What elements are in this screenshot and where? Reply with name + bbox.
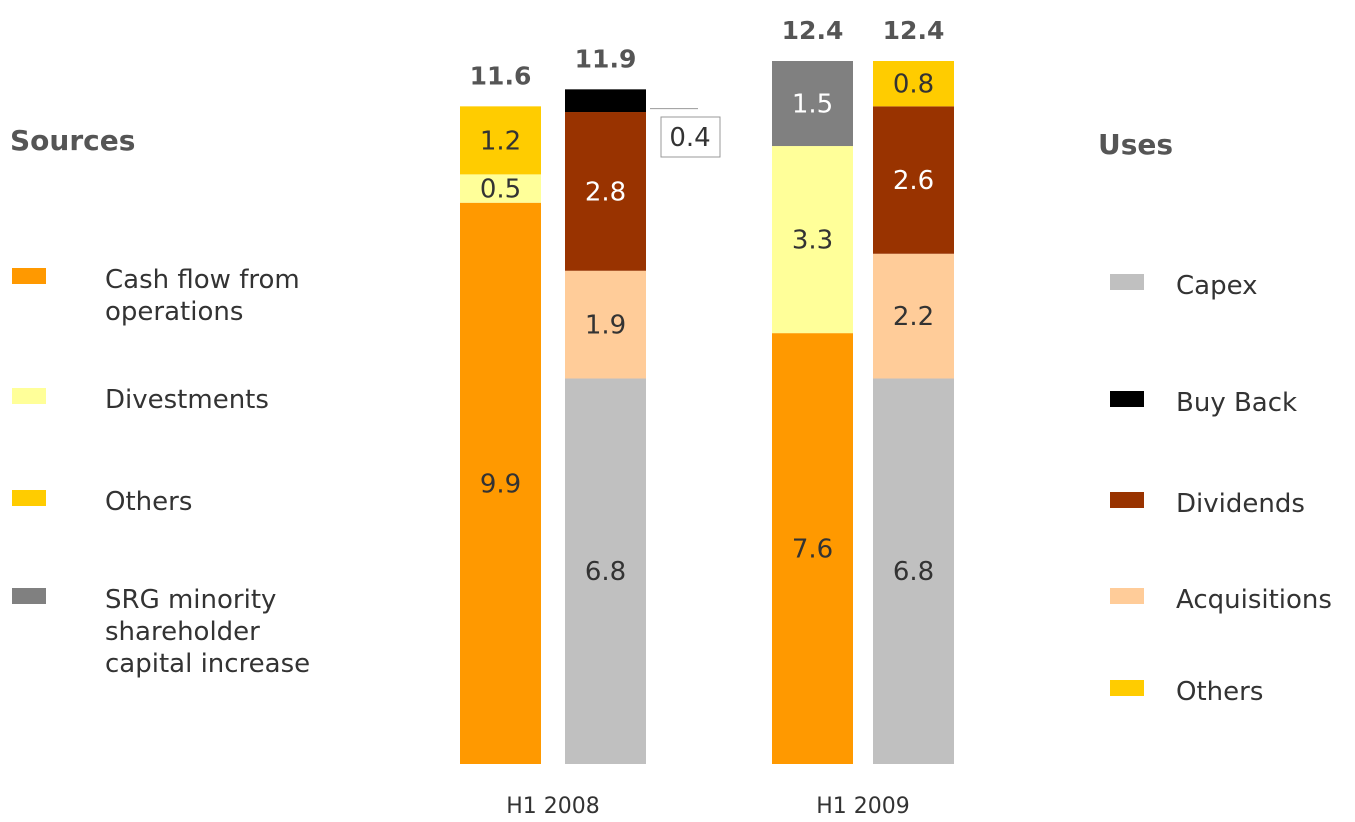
bar-segment-cash-flow-from-operations	[772, 333, 853, 764]
sources-legend-swatch	[12, 268, 46, 284]
bar-segment-acquisitions	[873, 253, 954, 379]
segment-value-label: 2.6	[893, 166, 934, 196]
bar-segment-divestments	[772, 146, 853, 334]
callout-box	[660, 116, 721, 158]
sources-legend-label: Cash flow from operations	[105, 265, 300, 327]
sources-legend-item: Cash flow from operations	[12, 264, 300, 328]
uses-legend-item: Capex	[1110, 270, 1258, 302]
category-label: H1 2009	[816, 794, 910, 819]
bar-segment-capex	[565, 378, 646, 764]
sources-legend-label: Divestments	[105, 385, 269, 415]
segment-value-label: 1.5	[792, 90, 833, 120]
sources-legend-swatch	[12, 490, 46, 506]
segment-value-label: 9.9	[480, 469, 521, 499]
uses-legend-swatch	[1110, 274, 1144, 290]
uses-legend-item: Others	[1110, 676, 1263, 708]
bar-segment-acquisitions	[565, 270, 646, 379]
sources-legend-swatch	[12, 588, 46, 604]
stack-total-label: 12.4	[782, 16, 844, 45]
uses-legend-swatch	[1110, 492, 1144, 508]
bar-segment-srg-minority-shareholder-capital-increase	[772, 61, 853, 147]
segment-value-label: 2.8	[585, 177, 626, 207]
bar-segment-divestments	[460, 174, 541, 203]
segment-value-label: 0.5	[480, 175, 521, 205]
uses-legend-label: Dividends	[1176, 489, 1305, 519]
segment-value-label: 6.8	[893, 557, 934, 587]
sources-legend-label: SRG minority shareholder capital increas…	[105, 585, 311, 679]
uses-legend-label: Others	[1176, 677, 1264, 707]
uses-legend-item: Acquisitions	[1110, 584, 1332, 616]
segment-value-label: 0.4	[669, 123, 710, 153]
bar-segment-cash-flow-from-operations	[460, 202, 541, 764]
uses-legend-label: Capex	[1176, 271, 1258, 301]
bar-segment-others	[460, 106, 541, 175]
stack-total-label: 11.9	[575, 44, 637, 73]
uses-legend-label: Buy Back	[1176, 388, 1298, 418]
uses-legend-item: Dividends	[1110, 488, 1305, 520]
bar-segment-capex	[873, 378, 954, 764]
sources-legend-item: Divestments	[12, 384, 269, 416]
category-label: H1 2008	[506, 794, 600, 819]
uses-legend-swatch	[1110, 391, 1144, 407]
uses-legend-label: Acquisitions	[1176, 585, 1332, 615]
uses-legend-item: Buy Back	[1110, 387, 1297, 419]
segment-value-label: 7.6	[792, 535, 833, 565]
uses-legend-swatch	[1110, 588, 1144, 604]
bar-segment-dividends	[873, 106, 954, 254]
uses-legend-swatch	[1110, 680, 1144, 696]
segment-value-label: 1.2	[480, 126, 521, 156]
segment-value-label: 1.9	[585, 311, 626, 341]
bar-segment-buy-back	[565, 89, 646, 113]
segment-value-label: 6.8	[585, 557, 626, 587]
segment-value-label: 3.3	[792, 226, 833, 256]
uses-heading: Uses	[1098, 128, 1174, 161]
sources-legend-item: SRG minority shareholder capital increas…	[12, 584, 310, 680]
segment-value-label: 2.2	[893, 302, 934, 332]
sources-heading: Sources	[10, 124, 136, 157]
stack-total-label: 12.4	[883, 16, 945, 45]
sources-legend-item: Others	[12, 486, 192, 518]
segment-value-label: 0.8	[893, 70, 934, 100]
sources-legend-label: Others	[105, 487, 193, 517]
sources-legend-swatch	[12, 388, 46, 404]
bar-segment-others	[873, 61, 954, 107]
bar-segment-dividends	[565, 112, 646, 271]
stack-total-label: 11.6	[470, 61, 532, 90]
